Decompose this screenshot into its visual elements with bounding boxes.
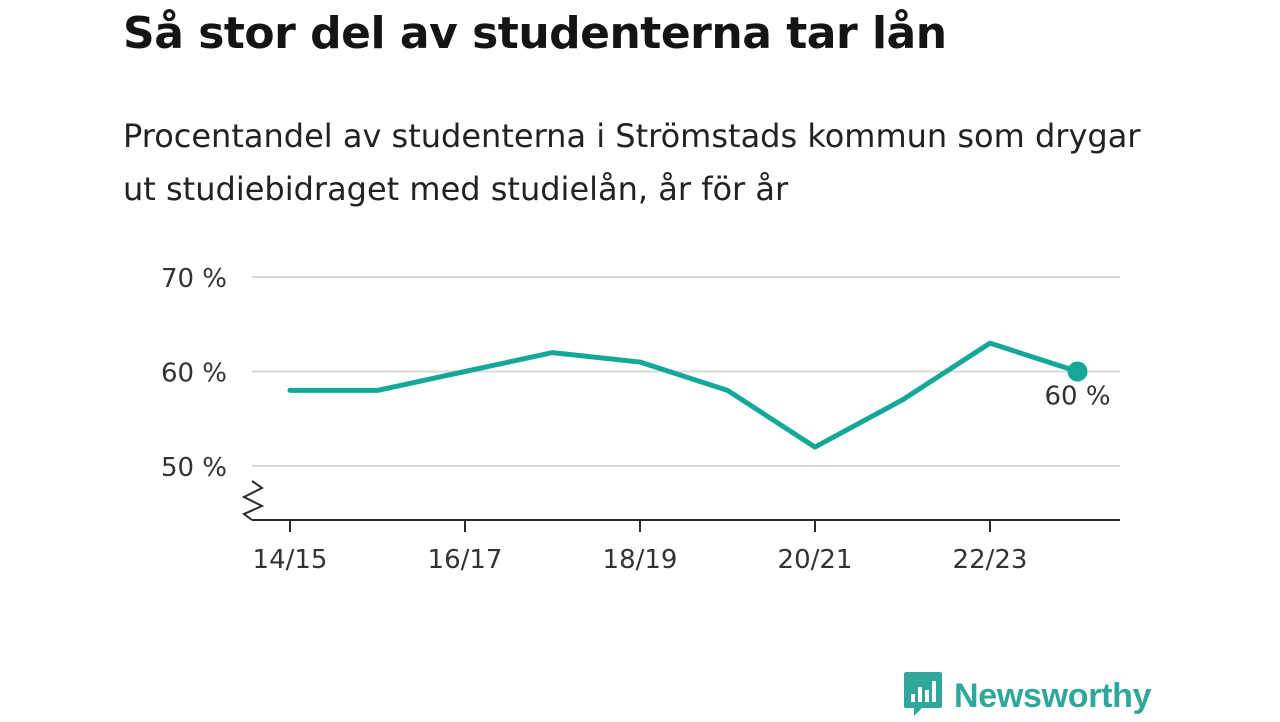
x-tick-label: 16/17 <box>428 545 503 575</box>
x-tick-label: 18/19 <box>603 545 678 575</box>
brand-logo: Newsworthy <box>902 670 1152 722</box>
y-tick-label: 70 % <box>161 264 227 294</box>
x-tick-label: 20/21 <box>778 545 853 575</box>
series-layer <box>287 340 1088 450</box>
end-value-label: 60 % <box>1044 382 1110 412</box>
x-axis-ticks: 14/15 16/17 18/19 20/21 22/23 <box>253 520 1028 575</box>
y-tick-label: 60 % <box>161 359 227 389</box>
grid-lines <box>252 276 1120 467</box>
chart-title: Så stor del av studenterna tar lån <box>123 8 947 59</box>
x-tick-label: 14/15 <box>253 545 328 575</box>
end-point-marker <box>1067 361 1088 382</box>
chart-subtitle: Procentandel av studenterna i Strömstads… <box>123 117 1141 208</box>
bar-chart-speech-bubble-icon <box>902 670 944 722</box>
x-tick-label: 22/23 <box>953 545 1028 575</box>
x-axis <box>241 480 1120 521</box>
brand-name: Newsworthy <box>954 676 1152 715</box>
y-tick-label: 50 % <box>161 453 227 483</box>
series-line <box>287 340 1080 450</box>
y-axis-ticks: 50 % 60 % 70 % <box>161 264 227 483</box>
axis-break-icon <box>241 480 265 521</box>
